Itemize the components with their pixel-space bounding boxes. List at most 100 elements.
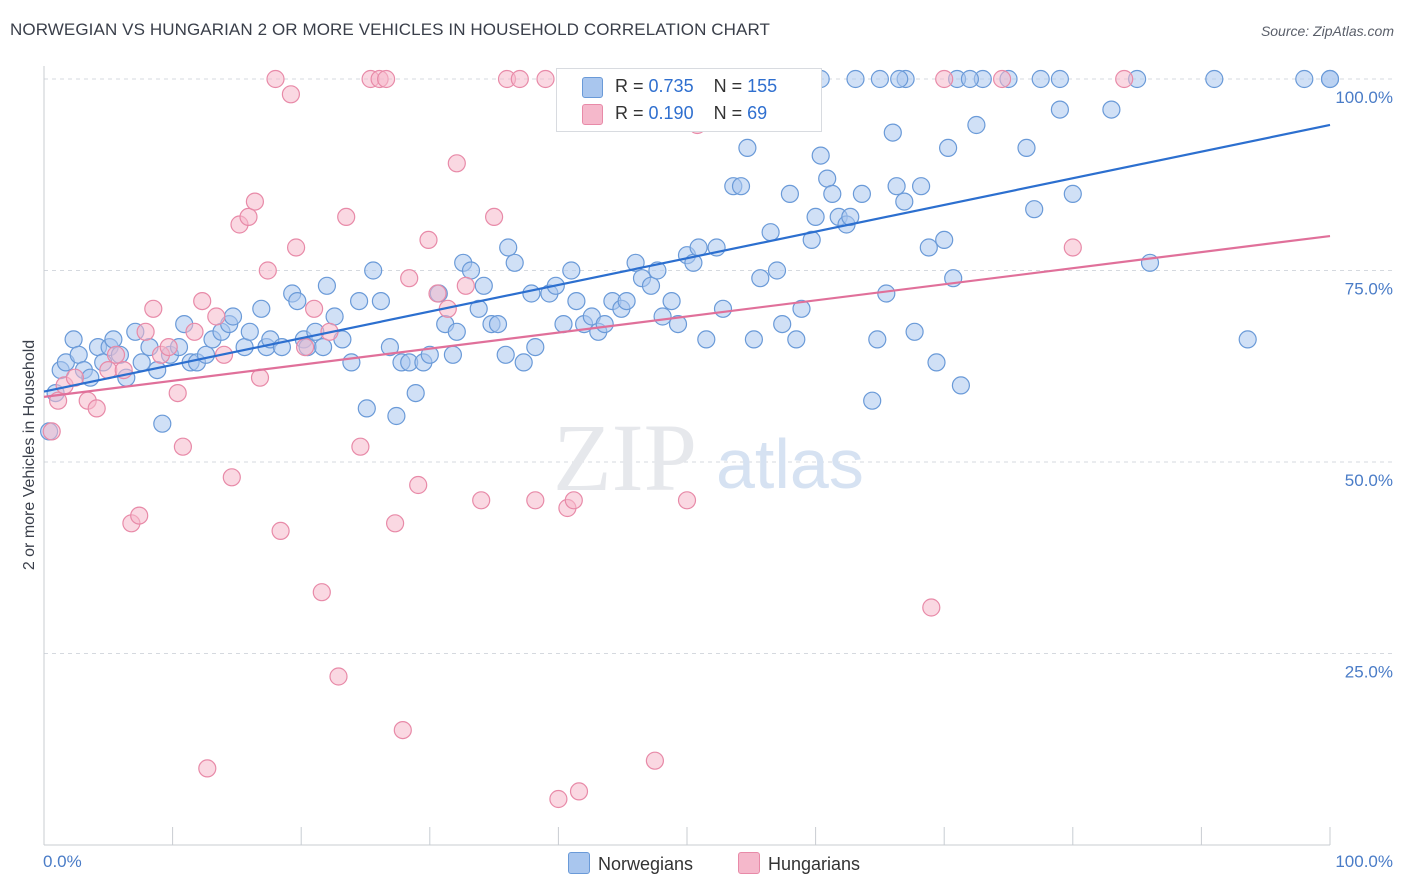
data-point: [761, 223, 780, 242]
data-point: [935, 69, 954, 89]
data-point: [1238, 330, 1257, 349]
data-point: [522, 284, 541, 303]
data-point: [314, 338, 333, 357]
data-point: [136, 322, 155, 341]
n-label: N =: [713, 103, 743, 123]
series-hungarians: [42, 69, 1134, 809]
data-point: [419, 230, 438, 249]
data-point: [420, 345, 439, 364]
data-point: [960, 69, 980, 89]
data-point: [443, 345, 462, 364]
data-point: [447, 154, 466, 173]
data-point: [554, 315, 573, 334]
data-point: [738, 138, 757, 157]
n-value: 155: [747, 76, 778, 96]
data-point: [595, 315, 614, 334]
data-point: [235, 338, 254, 357]
data-point: [305, 299, 324, 318]
data-point: [499, 238, 518, 257]
data-point: [731, 177, 751, 196]
y-tick-labels: 25.0% 50.0% 75.0% 100.0%: [1335, 88, 1393, 682]
data-point: [514, 353, 533, 372]
data-point: [641, 276, 661, 295]
data-point: [617, 292, 636, 311]
data-point: [377, 69, 396, 89]
x-tick-label-min: 0.0%: [43, 852, 82, 871]
data-point: [130, 506, 149, 525]
data-point: [662, 292, 681, 311]
gridlines: [44, 78, 1395, 654]
legend-item-hungarians[interactable]: Hungarians: [738, 852, 860, 875]
data-point: [106, 345, 126, 364]
data-point: [887, 177, 906, 196]
data-point: [239, 207, 258, 226]
data-point: [505, 253, 524, 272]
data-point: [526, 338, 545, 357]
data-point: [818, 169, 837, 188]
data-point: [461, 261, 481, 280]
n-value: 69: [747, 103, 768, 123]
data-point: [393, 720, 412, 740]
data-point: [371, 292, 390, 311]
y-tick-label: 100.0%: [1335, 88, 1393, 107]
data-point: [1063, 238, 1082, 257]
data-point: [868, 330, 887, 349]
data-point: [104, 330, 123, 349]
legend-label-norwegians: Norwegians: [598, 854, 694, 874]
r-label: R =: [615, 76, 644, 96]
data-point: [905, 322, 924, 341]
data-point: [883, 123, 902, 142]
y-tick-label: 50.0%: [1345, 471, 1393, 490]
data-point: [144, 299, 163, 318]
data-point: [42, 422, 61, 441]
data-point: [823, 184, 842, 203]
norwegians-swatch: [582, 77, 603, 98]
data-point: [488, 315, 508, 334]
data-point: [846, 69, 865, 89]
data-point: [668, 315, 688, 334]
data-point: [1115, 69, 1134, 89]
data-point: [1295, 69, 1314, 89]
data-point: [852, 184, 872, 203]
data-point: [380, 338, 399, 357]
data-point: [351, 437, 370, 456]
data-point: [329, 667, 348, 686]
data-point: [266, 69, 285, 89]
hungarians-legend-swatch: [738, 852, 760, 874]
data-point: [806, 207, 825, 226]
data-point: [689, 238, 708, 257]
data-point: [1102, 100, 1121, 119]
data-point: [951, 376, 971, 395]
data-point: [196, 345, 216, 364]
data-point: [87, 399, 106, 418]
trend-line-norwegians: [43, 123, 1331, 393]
data-point: [895, 192, 914, 211]
data-point: [168, 384, 187, 403]
data-point: [258, 261, 277, 280]
data-point: [312, 583, 331, 602]
data-point: [877, 284, 896, 303]
data-point: [281, 85, 300, 104]
legend-item-norwegians[interactable]: Norwegians: [568, 852, 693, 875]
data-point: [193, 292, 212, 311]
r-value: 0.735: [648, 76, 694, 96]
data-point: [325, 307, 344, 326]
data-point: [485, 207, 504, 226]
data-point: [296, 338, 315, 357]
data-point: [496, 345, 515, 364]
data-point: [992, 69, 1012, 89]
data-point: [317, 276, 336, 295]
y-tick-label: 75.0%: [1345, 280, 1393, 299]
axes: [43, 66, 1331, 846]
data-point: [250, 368, 270, 387]
data-point: [350, 292, 369, 311]
data-point: [1050, 100, 1070, 119]
stats-legend: R = 0.735 N = 155 R = 0.190 N = 69: [556, 68, 822, 132]
data-point: [549, 789, 568, 809]
data-point: [153, 414, 172, 433]
data-point: [406, 384, 425, 403]
data-point: [911, 177, 931, 196]
data-point: [245, 192, 264, 211]
data-point: [287, 238, 306, 257]
